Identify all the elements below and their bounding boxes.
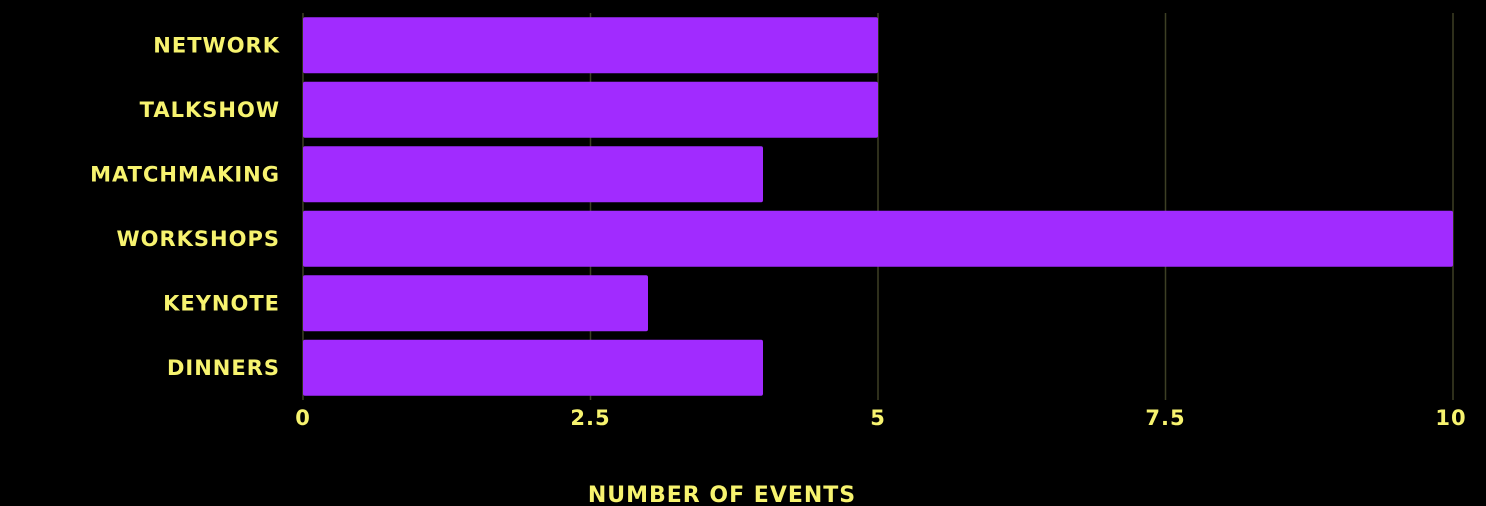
x-tick-label: 2.5 — [570, 406, 610, 430]
x-tick-label: 0 — [295, 406, 311, 430]
category-labels: NETWORK TALKSHOW MATCHMAKING WORKSHOPS KEYNO… — [90, 33, 280, 380]
category-label-dinners: DINNERS — [167, 356, 280, 380]
category-label-talkshow: TALKSHOW — [140, 98, 280, 122]
category-label-network: NETWORK — [153, 33, 280, 57]
bar-workshops — [303, 210, 1453, 267]
bar-talkshow — [303, 81, 878, 138]
category-label-workshops: WORKSHOPS — [116, 227, 280, 251]
grid-lines — [302, 13, 1454, 400]
x-tick-label: 5 — [870, 406, 886, 430]
x-tick-label: 10 — [1435, 406, 1466, 430]
x-tick-labels: 0 2.5 5 7.5 10 — [295, 406, 1466, 430]
category-label-matchmaking: MATCHMAKING — [90, 162, 280, 186]
x-axis-title: NUMBER OF EVENTS — [588, 483, 856, 506]
bar-keynote — [303, 275, 648, 332]
category-label-keynote: KEYNOTE — [163, 291, 280, 315]
bar-dinners — [303, 339, 763, 396]
bar-matchmaking — [303, 146, 763, 203]
x-tick-label: 7.5 — [1145, 406, 1185, 430]
bar-network — [303, 17, 878, 74]
bars — [303, 17, 1453, 396]
